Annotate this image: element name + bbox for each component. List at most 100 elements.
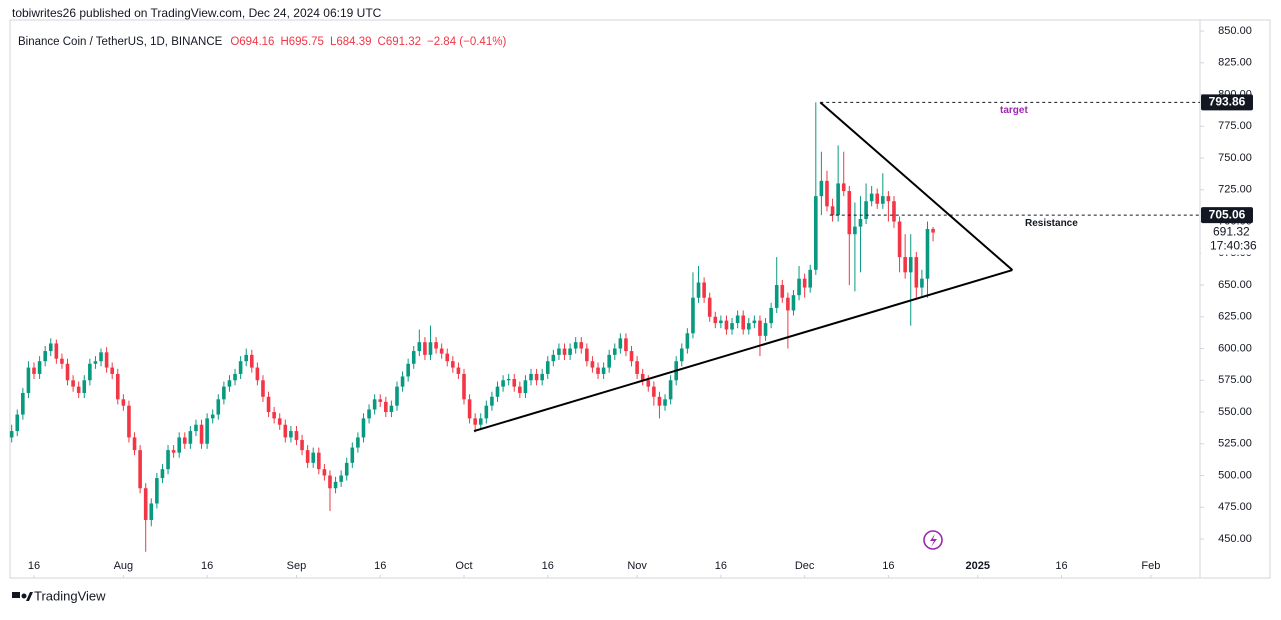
candle-body (155, 478, 159, 504)
y-tick-label: 825.00 (1218, 57, 1252, 69)
candle-body (562, 348, 567, 355)
candle-body (545, 361, 550, 374)
candle-body (439, 348, 444, 354)
trendline (819, 101, 1014, 271)
candle-body (925, 228, 930, 279)
candle-body (730, 323, 734, 330)
candle-body (814, 196, 818, 270)
candle-body (451, 361, 455, 368)
x-tick-label: 16 (374, 560, 386, 572)
candle-body (210, 414, 215, 419)
axis-price-label: 705.06 (1209, 207, 1246, 221)
candle-body (205, 418, 209, 444)
candle-body (646, 380, 651, 387)
x-tick-label: Dec (795, 560, 815, 572)
y-tick-label: 500.00 (1218, 469, 1252, 481)
candle-body (222, 386, 226, 400)
candle-body (534, 373, 539, 381)
candle-body (266, 396, 271, 413)
candle-body (679, 348, 684, 362)
candle-body (741, 315, 746, 330)
candle-body (495, 386, 500, 397)
y-tick-label: 625.00 (1218, 311, 1252, 323)
candle-body (780, 285, 785, 298)
candle-body (82, 380, 87, 393)
candle-body (523, 380, 528, 393)
candle-body (445, 353, 450, 362)
candle-body (227, 380, 232, 387)
candle-body (836, 183, 840, 216)
candle-body (171, 450, 176, 453)
candle-body (339, 475, 343, 482)
brand-logo (12, 592, 33, 601)
candle-body (596, 367, 600, 374)
x-tick-label: Oct (455, 560, 472, 572)
candle-body (384, 401, 388, 413)
candle-body (601, 367, 606, 374)
candle-body (892, 201, 896, 222)
x-tick-label: Sep (287, 560, 307, 572)
candle-body (640, 373, 645, 381)
candle-body (758, 320, 762, 336)
candle-body (490, 396, 494, 406)
brand: TradingView (34, 588, 106, 603)
candle-body (875, 193, 880, 204)
candle-body (652, 386, 656, 397)
y-tick-label: 600.00 (1218, 342, 1252, 354)
candle-body (869, 193, 874, 202)
candle-body (691, 297, 695, 334)
candle-body (585, 348, 589, 362)
candle-body (26, 367, 31, 393)
candle-body (328, 475, 332, 489)
candle-body (724, 320, 729, 330)
candle-body (635, 361, 639, 374)
last-price-box (1201, 224, 1261, 255)
candle-body (735, 315, 740, 324)
candle-body (395, 386, 399, 406)
candle-body (769, 307, 773, 324)
candle-body (830, 206, 835, 216)
frame (9, 19, 1271, 579)
x-tick-label: Aug (114, 560, 134, 572)
candle-body (411, 351, 416, 364)
candle-body (216, 399, 221, 415)
candle-body (188, 431, 193, 444)
ohlc-value: C691.32 (378, 36, 421, 48)
candle-body (467, 399, 472, 419)
candle-body (568, 348, 572, 355)
candle-body (322, 469, 327, 476)
candle-body (434, 342, 438, 349)
candle-body (484, 405, 489, 419)
candle-body (685, 333, 690, 349)
candle-body (791, 295, 796, 311)
candle-body (841, 183, 846, 192)
candle-body (612, 348, 617, 355)
candle-body (931, 228, 935, 233)
candle-body (501, 380, 505, 387)
candle-body (43, 351, 47, 362)
candle-body (294, 431, 299, 440)
x-tick-label: 16 (28, 560, 40, 572)
candle-body (819, 180, 824, 197)
candle-body (540, 373, 544, 381)
candle-body (746, 323, 751, 330)
axis-price-label: 793.86 (1209, 95, 1246, 109)
candle-body (138, 450, 142, 489)
candle-body (21, 392, 25, 415)
candle-body (607, 354, 611, 368)
candle-body (663, 399, 667, 406)
candle-body (579, 342, 584, 349)
candle-body (60, 358, 64, 364)
candle-body (456, 367, 461, 374)
candle-body (847, 191, 852, 235)
candle-body (908, 257, 913, 273)
candle-body (518, 386, 522, 393)
x-tick-label: 16 (542, 560, 554, 572)
candle-body (93, 361, 98, 364)
level-label: Resistance (1025, 218, 1078, 229)
candle-body (143, 488, 148, 520)
candle-body (473, 418, 477, 425)
candle-body (853, 226, 857, 235)
candle-body (506, 379, 511, 381)
